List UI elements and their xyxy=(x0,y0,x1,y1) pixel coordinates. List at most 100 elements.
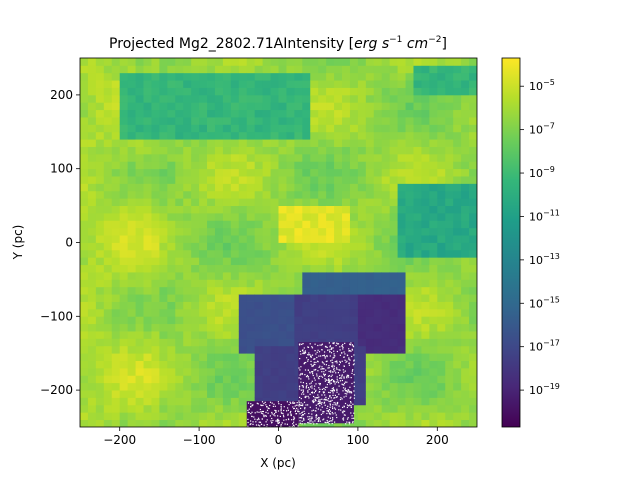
heatmap-cell xyxy=(373,301,383,310)
heatmap-cell xyxy=(381,316,391,325)
heatmap-cell xyxy=(326,153,335,162)
heatmap-cell xyxy=(95,367,105,376)
noise-speck xyxy=(332,392,334,394)
noise-speck xyxy=(311,410,313,412)
heatmap-cell xyxy=(191,286,200,295)
noise-speck xyxy=(303,401,306,403)
noise-speck xyxy=(307,395,309,397)
heatmap-cell xyxy=(278,308,287,317)
noise-speck xyxy=(315,368,317,371)
heatmap-cell xyxy=(95,353,105,361)
heatmap-cell xyxy=(127,279,136,288)
heatmap-cell xyxy=(207,257,216,266)
heatmap-cell xyxy=(207,242,216,251)
heatmap-cell xyxy=(119,109,129,118)
noise-speck xyxy=(344,402,347,405)
heatmap-cell xyxy=(119,375,129,384)
heatmap-cell xyxy=(445,58,454,66)
heatmap-cell xyxy=(254,360,264,369)
heatmap-cell xyxy=(302,198,311,206)
heatmap-cell xyxy=(127,382,136,391)
heatmap-cell xyxy=(429,190,438,199)
heatmap-cell xyxy=(294,323,303,332)
heatmap-cell xyxy=(95,183,105,192)
heatmap-cell xyxy=(294,279,303,288)
noise-speck xyxy=(321,406,323,408)
noise-speck xyxy=(320,409,322,411)
heatmap-cell xyxy=(119,124,129,133)
noise-speck xyxy=(349,350,351,352)
heatmap-cell xyxy=(413,102,422,111)
heatmap-cell xyxy=(397,205,406,214)
heatmap-cell xyxy=(326,316,335,325)
heatmap-cell xyxy=(111,109,121,118)
noise-speck xyxy=(322,368,324,370)
heatmap-cell xyxy=(421,257,430,266)
noise-speck xyxy=(298,403,300,406)
heatmap-cell xyxy=(151,235,160,243)
noise-speck xyxy=(309,354,311,356)
heatmap-cell xyxy=(421,161,430,170)
noise-speck xyxy=(273,413,276,415)
heatmap-cell xyxy=(167,205,176,214)
heatmap-cell xyxy=(254,338,264,347)
noise-speck xyxy=(267,407,269,409)
heatmap-cell xyxy=(389,94,398,103)
heatmap-cell xyxy=(95,87,105,96)
noise-speck xyxy=(339,374,341,376)
heatmap-cell xyxy=(214,412,224,421)
heatmap-cell xyxy=(199,190,208,199)
noise-speck xyxy=(256,402,258,404)
noise-speck xyxy=(299,374,301,376)
heatmap-cell xyxy=(294,161,303,170)
colorbar-tick-label: 10−13 xyxy=(529,252,560,267)
heatmap-cell xyxy=(445,198,454,206)
heatmap-cell xyxy=(365,345,375,354)
heatmap-cell xyxy=(302,227,311,236)
heatmap-cell xyxy=(159,382,168,391)
noise-speck xyxy=(302,405,304,407)
heatmap-cell xyxy=(413,404,422,413)
heatmap-cell xyxy=(214,286,224,295)
noise-speck xyxy=(334,383,336,385)
heatmap-cell xyxy=(238,323,248,332)
noise-speck xyxy=(302,391,304,394)
noise-speck xyxy=(307,422,309,424)
heatmap-cell xyxy=(191,279,200,288)
noise-speck xyxy=(311,347,314,349)
heatmap-cell xyxy=(349,338,359,347)
heatmap-cell xyxy=(191,198,200,206)
heatmap-cell xyxy=(95,205,105,214)
noise-speck xyxy=(352,364,354,366)
heatmap-cell xyxy=(167,161,176,170)
noise-speck xyxy=(277,401,279,403)
heatmap-cell xyxy=(429,360,438,369)
noise-speck xyxy=(326,360,328,362)
noise-speck xyxy=(339,369,341,371)
heatmap-cell xyxy=(413,279,422,288)
heatmap-cell xyxy=(453,367,462,376)
heatmap-cell xyxy=(453,316,462,325)
heatmap-cell xyxy=(405,94,414,103)
heatmap-cell xyxy=(381,279,391,288)
heatmap-cell xyxy=(127,168,136,177)
heatmap-cell xyxy=(230,235,240,243)
heatmap-cell xyxy=(238,235,248,243)
noise-speck xyxy=(257,403,259,405)
heatmap-cell xyxy=(230,190,240,199)
heatmap-cell xyxy=(143,139,152,147)
heatmap-cell xyxy=(294,102,303,111)
heatmap-cell xyxy=(111,117,121,125)
heatmap-cell xyxy=(214,146,224,155)
x-tick-label: 200 xyxy=(426,433,449,447)
heatmap-cell xyxy=(461,323,470,332)
heatmap-cell xyxy=(389,190,398,199)
heatmap-cell xyxy=(381,286,391,295)
noise-speck xyxy=(352,345,354,347)
heatmap-cell xyxy=(159,176,168,184)
heatmap-cell xyxy=(238,419,248,427)
heatmap-cell xyxy=(199,279,208,288)
heatmap-cell xyxy=(318,72,327,81)
heatmap-cell xyxy=(405,227,414,236)
heatmap-cell xyxy=(103,153,113,162)
